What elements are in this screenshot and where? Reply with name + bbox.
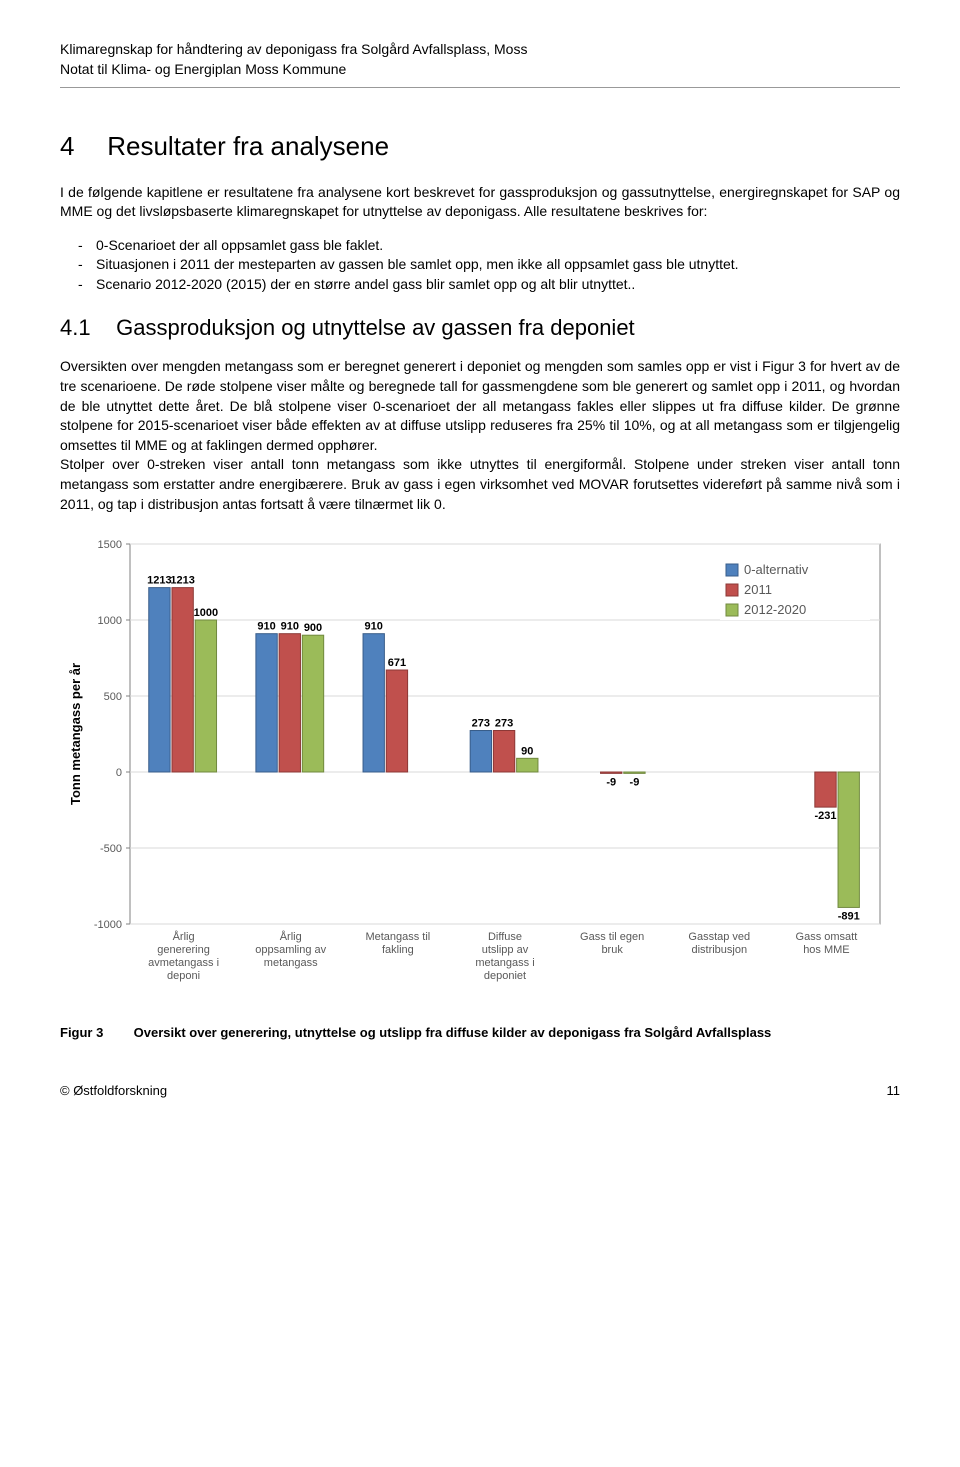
bullet-item: 0-Scenarioet der all oppsamlet gass ble … [60, 236, 900, 256]
svg-text:1500: 1500 [98, 539, 122, 551]
footer-page-number: 11 [887, 1082, 901, 1100]
page-footer: © Østfoldforskning 11 [60, 1082, 900, 1100]
svg-text:-891: -891 [838, 911, 860, 923]
svg-text:2012-2020: 2012-2020 [744, 602, 806, 617]
svg-text:273: 273 [472, 718, 490, 730]
svg-text:Årlig: Årlig [173, 930, 195, 943]
svg-text:-9: -9 [606, 776, 616, 788]
footer-left: © Østfoldforskning [60, 1082, 167, 1100]
header-divider [60, 87, 900, 88]
bullet-list: 0-Scenarioet der all oppsamlet gass ble … [60, 236, 900, 295]
svg-text:-500: -500 [100, 843, 122, 855]
subsection-heading: 4.1 Gassproduksjon og utnyttelse av gass… [60, 313, 900, 344]
svg-text:deponi: deponi [167, 970, 200, 982]
svg-text:2011: 2011 [744, 582, 772, 597]
svg-text:-9: -9 [630, 776, 640, 788]
svg-text:0: 0 [116, 767, 122, 779]
svg-text:671: 671 [388, 657, 406, 669]
bullet-item: Situasjonen i 2011 der mesteparten av ga… [60, 255, 900, 275]
svg-text:hos MME: hos MME [803, 944, 849, 956]
svg-text:fakling: fakling [382, 944, 414, 956]
svg-text:Gasstap ved: Gasstap ved [688, 931, 750, 943]
svg-text:273: 273 [495, 718, 513, 730]
svg-text:utslipp av: utslipp av [482, 944, 529, 956]
header-line-1: Klimaregnskap for håndtering av deponiga… [60, 40, 900, 60]
svg-text:bruk: bruk [601, 944, 623, 956]
svg-text:generering: generering [157, 944, 210, 956]
svg-text:deponiet: deponiet [484, 970, 526, 982]
svg-text:Gass omsatt: Gass omsatt [796, 931, 858, 943]
svg-text:910: 910 [257, 621, 275, 633]
bullet-item: Scenario 2012-2020 (2015) der en større … [60, 275, 900, 295]
svg-text:metangass: metangass [264, 957, 318, 969]
svg-text:Diffuse: Diffuse [488, 931, 522, 943]
svg-text:-1000: -1000 [94, 919, 122, 931]
svg-text:avmetangass i: avmetangass i [148, 957, 219, 969]
svg-text:distribusjon: distribusjon [691, 944, 747, 956]
svg-text:oppsamling av: oppsamling av [255, 944, 326, 956]
svg-text:metangass i: metangass i [475, 957, 534, 969]
svg-text:1000: 1000 [194, 607, 218, 619]
svg-text:900: 900 [304, 622, 322, 634]
svg-text:500: 500 [104, 691, 122, 703]
figure-caption-text: Oversikt over generering, utnyttelse og … [134, 1024, 874, 1042]
svg-text:1213: 1213 [170, 575, 194, 587]
figure-caption: Figur 3 Oversikt over generering, utnytt… [60, 1024, 900, 1042]
svg-text:910: 910 [281, 621, 299, 633]
svg-text:-231: -231 [814, 810, 836, 822]
intro-paragraph: I de følgende kapitlene er resultatene f… [60, 183, 900, 222]
body-paragraph: Oversikten over mengden metangass som er… [60, 357, 900, 514]
svg-text:Metangass til: Metangass til [365, 931, 430, 943]
svg-text:90: 90 [521, 745, 533, 757]
figure-label: Figur 3 [60, 1024, 130, 1042]
svg-text:Tonn metangass per år: Tonn metangass per år [68, 663, 83, 805]
section-number: 4 [60, 128, 100, 164]
svg-text:Årlig: Årlig [280, 930, 302, 943]
header-line-2: Notat til Klima- og Energiplan Moss Komm… [60, 60, 900, 80]
svg-text:Gass til egen: Gass til egen [580, 931, 644, 943]
svg-text:910: 910 [365, 621, 383, 633]
subsection-number: 4.1 [60, 313, 110, 344]
bar-chart: -1000 -500 0 500 1000 1500 Tonn metangass per … [60, 534, 900, 994]
svg-text:1213: 1213 [147, 575, 171, 587]
subsection-title-text: Gassproduksjon og utnyttelse av gassen f… [116, 315, 635, 340]
section-title-text: Resultater fra analysene [107, 131, 389, 161]
svg-text:1000: 1000 [98, 615, 122, 627]
svg-text:0-alternativ: 0-alternativ [744, 562, 809, 577]
section-heading: 4 Resultater fra analysene [60, 128, 900, 164]
